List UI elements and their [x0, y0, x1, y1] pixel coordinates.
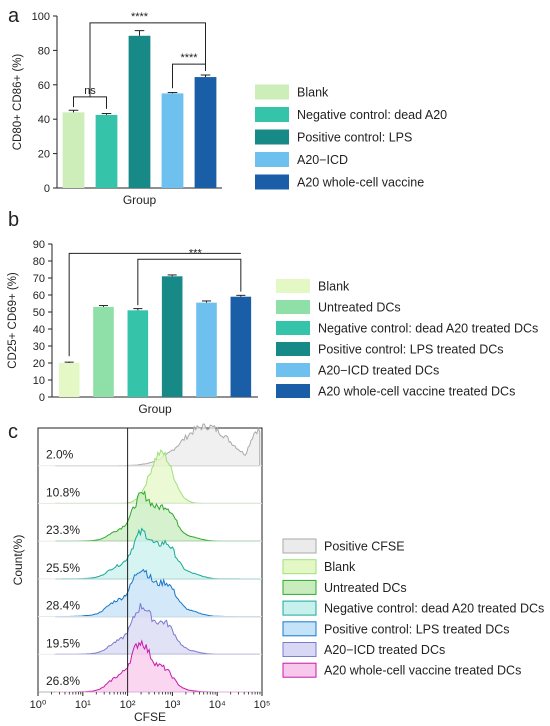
legend-label: A20−ICD	[297, 153, 348, 167]
bar	[161, 93, 184, 188]
x-axis-title: Group	[123, 193, 157, 207]
legend-swatch	[282, 600, 317, 616]
legend-label: Untreated DCs	[324, 581, 407, 595]
legend-swatch	[276, 279, 310, 293]
legend-swatch	[276, 384, 310, 398]
panel-b: b 0 10 20 30 40 50 60 70 80 90 CD25+ CD69+ (%) Group…	[7, 209, 538, 416]
legend-label: Positive CFSE	[324, 540, 405, 554]
bar	[58, 363, 80, 397]
panel-label: c	[8, 421, 18, 443]
legend-label: Untreated DCs	[318, 301, 401, 315]
legend-label: A20 whole-cell vaccine treated DCs	[318, 385, 515, 399]
y-tick-label: 0	[39, 392, 45, 404]
x-tick-label: 10⁰	[30, 699, 47, 711]
legend-swatch	[255, 129, 289, 145]
y-tick-label: 70	[33, 273, 45, 285]
bar	[62, 112, 85, 188]
y-tick-label: 60	[33, 290, 45, 302]
legend-label: Positive control: LPS	[297, 131, 412, 145]
y-tick-label: 80	[33, 256, 45, 268]
legend-label: Blank	[297, 86, 329, 100]
x-tick-label: 10⁴	[209, 699, 226, 711]
y-tick-label: 40	[33, 324, 45, 336]
significance-long	[89, 22, 206, 97]
percent-label: 28.4%	[46, 599, 80, 613]
y-tick-label: 20	[38, 149, 50, 161]
legend-swatch	[255, 107, 289, 122]
bar	[127, 310, 149, 397]
y-tick-label: 100	[32, 11, 50, 23]
legend-swatch	[282, 642, 317, 657]
y-tick-label: 20	[33, 358, 45, 370]
y-tick-label: 50	[33, 307, 45, 319]
legend-swatch	[282, 662, 317, 678]
significance-ns	[73, 96, 107, 109]
y-axis-title: Count(%)	[11, 535, 25, 586]
panel-label: a	[8, 5, 20, 27]
legend-label: A20 whole-cell vaccine treated DCs	[324, 664, 521, 678]
percent-label: 23.3%	[46, 523, 80, 537]
legend-swatch	[255, 174, 289, 190]
y-tick-label: 10	[33, 375, 45, 387]
bar	[93, 306, 114, 397]
bar	[161, 276, 183, 397]
legend-swatch	[282, 621, 317, 637]
legend-label: A20−ICD treated DCs	[318, 364, 439, 378]
significance-short-label: ****	[180, 52, 198, 64]
x-tick-label: 10¹	[75, 699, 91, 711]
x-axis-title: CFSE	[134, 710, 166, 724]
x-tick-label: 10⁵	[254, 699, 271, 711]
percent-label: 19.5%	[46, 636, 80, 650]
significance-long-label: ****	[131, 11, 149, 23]
legend-swatch	[276, 300, 310, 314]
y-tick-label: 60	[38, 80, 50, 92]
y-tick-label: 0	[44, 183, 50, 195]
legend-swatch	[282, 559, 317, 575]
panel-c: c 2.0% 10.8% 23.3% 25.5% 28.4% 19.5% 26.8% 10⁰ 10…	[8, 421, 544, 724]
significance-long	[68, 252, 241, 357]
y-tick-label: 90	[33, 239, 45, 251]
legend-swatch	[255, 84, 289, 100]
percent-label: 10.8%	[46, 485, 80, 499]
y-axis-title: CD25+ CD69+ (%)	[7, 272, 19, 369]
bar	[196, 302, 217, 397]
bar	[230, 296, 252, 397]
legend-label: Negative control: dead A20 treated DCs	[318, 322, 538, 336]
significance-label: ***	[189, 247, 203, 259]
significance-short	[137, 258, 242, 306]
legend-label: A20−ICD treated DCs	[324, 643, 445, 657]
bar	[194, 77, 217, 188]
legend-label: Negative control: dead A20 treated DCs	[324, 602, 544, 616]
legend-label: Positive control: LPS treated DCs	[324, 622, 510, 636]
y-tick-label: 80	[38, 45, 50, 57]
x-tick-label: 10²	[120, 699, 136, 711]
legend-label: Positive control: LPS treated DCs	[318, 343, 504, 357]
percent-label: 25.5%	[46, 561, 80, 575]
y-tick-label: 30	[33, 341, 45, 353]
significance-short	[172, 63, 206, 89]
legend-label: Negative control: dead A20	[297, 108, 447, 122]
bar	[95, 114, 118, 188]
percent-label: 2.0%	[46, 448, 74, 462]
legend-label: Blank	[318, 280, 350, 294]
legend-swatch	[282, 538, 317, 554]
legend-swatch	[282, 579, 317, 595]
panel-label: b	[8, 209, 19, 231]
x-tick-label: 10³	[164, 699, 180, 711]
y-tick-label: 40	[38, 114, 50, 126]
legend-label: Blank	[324, 560, 356, 574]
percent-label: 26.8%	[46, 674, 80, 688]
panel-a: a 0 20 40 60 80 100 CD80+ CD86+ (%) Group Blank Ne…	[8, 5, 447, 207]
y-axis-title: CD80+ CD86+ (%)	[12, 54, 24, 151]
bar	[128, 35, 151, 188]
legend-label: A20 whole-cell vaccine	[297, 176, 424, 190]
legend-swatch	[276, 363, 310, 377]
legend-swatch	[276, 342, 310, 356]
x-axis-title: Group	[138, 402, 172, 416]
legend-swatch	[276, 321, 310, 335]
legend-swatch	[255, 152, 289, 167]
